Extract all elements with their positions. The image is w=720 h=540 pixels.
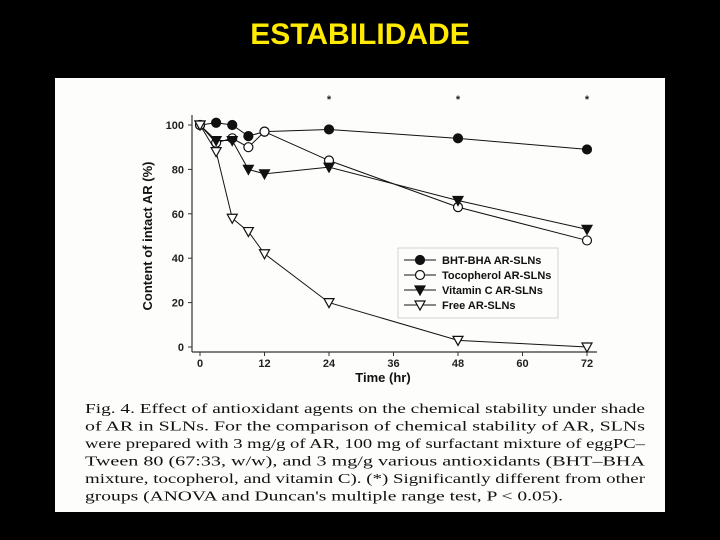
y-axis-label: Content of intact AR (%)	[140, 162, 155, 311]
x-tick-label: 72	[581, 358, 593, 370]
legend-label: Vitamin C AR-SLNs	[442, 285, 543, 297]
point	[258, 169, 271, 181]
legend-marker	[414, 254, 426, 266]
legend-marker	[413, 285, 427, 297]
x-tick-label: 60	[516, 358, 528, 370]
point	[580, 224, 594, 236]
point	[210, 147, 223, 158]
y-tick-label: 40	[172, 253, 184, 265]
figure-panel	[55, 78, 665, 512]
series-line	[199, 124, 588, 348]
point	[226, 135, 239, 147]
point	[242, 226, 255, 238]
legend-label: BHT-BHA AR-SLNs	[442, 255, 541, 267]
point	[451, 195, 465, 207]
x-tick-label: 0	[197, 358, 203, 370]
x-tick-label: 36	[387, 358, 399, 370]
x-tick-label: 12	[258, 358, 270, 370]
y-tick-label: 80	[172, 164, 184, 176]
caption-line: Fig. 4. Effect of antioxidant agents on …	[85, 401, 645, 416]
y-tick-label: 20	[172, 298, 184, 310]
point	[259, 126, 270, 137]
point	[581, 235, 593, 246]
y-tick-label: 60	[172, 209, 184, 221]
point	[452, 133, 464, 144]
caption-line: groups (ANOVA and Duncan's multiple rang…	[85, 489, 563, 504]
point	[243, 142, 254, 153]
y-tick-label: 0	[178, 342, 184, 354]
point	[322, 298, 336, 309]
legend-box	[397, 247, 559, 319]
x-tick-label: 48	[452, 358, 464, 370]
slide-title: ESTABILIDADE	[250, 18, 469, 51]
point	[258, 249, 271, 260]
point	[323, 124, 335, 135]
legend-marker	[414, 269, 426, 281]
x-tick-label: 24	[323, 358, 336, 370]
caption-line: of AR in SLNs. For the comparison of che…	[85, 419, 645, 434]
caption-line: were prepared with 3 mg/g of AR, 100 mg …	[85, 436, 645, 451]
legend-marker	[413, 300, 427, 312]
significance-mark: *	[585, 94, 590, 106]
x-axis-label: Time (hr)	[355, 370, 410, 385]
caption-line: mixture, tocopherol, and vitamin C). (*)…	[85, 471, 646, 486]
point	[226, 213, 239, 225]
point	[243, 131, 254, 142]
point	[242, 164, 255, 176]
point	[580, 342, 594, 354]
point	[193, 120, 207, 132]
legend-label: Free AR-SLNs	[442, 300, 516, 312]
point	[581, 144, 593, 155]
point	[322, 162, 336, 174]
y-tick-label: 100	[166, 120, 184, 132]
point	[210, 135, 223, 147]
point	[227, 119, 238, 131]
significance-mark: *	[327, 94, 332, 106]
point	[451, 335, 465, 347]
significance-mark: *	[456, 94, 461, 106]
point	[211, 117, 222, 128]
legend-label: Tocopherol AR-SLNs	[442, 270, 551, 282]
caption-line: Tween 80 (67:33, w/w), and 3 mg/g variou…	[85, 454, 645, 469]
